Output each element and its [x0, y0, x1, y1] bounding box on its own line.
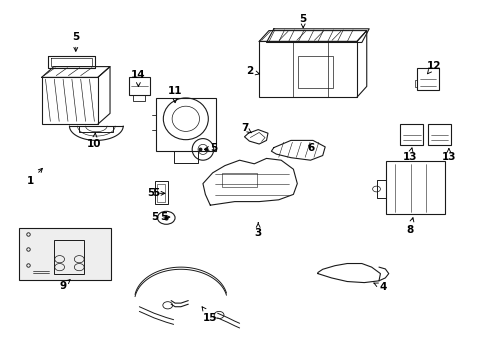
Bar — [427, 124, 450, 145]
Text: 11: 11 — [167, 86, 182, 103]
Text: 5: 5 — [160, 212, 167, 222]
Text: 13: 13 — [402, 148, 416, 162]
Text: 3: 3 — [254, 223, 261, 238]
Text: 10: 10 — [87, 133, 102, 149]
Bar — [416, 68, 438, 90]
Text: 6: 6 — [307, 143, 314, 153]
Bar — [399, 124, 423, 145]
Bar — [128, 77, 150, 95]
Bar — [41, 77, 98, 124]
Bar — [414, 80, 416, 87]
Bar — [173, 151, 198, 163]
Text: 2: 2 — [245, 66, 259, 76]
Bar — [259, 41, 356, 97]
Text: 9: 9 — [59, 280, 70, 291]
Text: 14: 14 — [131, 69, 145, 86]
Text: 12: 12 — [426, 60, 441, 74]
Bar — [157, 184, 165, 202]
Text: 7: 7 — [240, 123, 251, 133]
Bar — [222, 173, 256, 187]
Text: 13: 13 — [441, 148, 455, 162]
Bar — [79, 126, 113, 132]
Text: 5: 5 — [152, 188, 159, 198]
Text: 5: 5 — [299, 14, 306, 28]
Bar — [386, 161, 444, 214]
Bar — [19, 228, 110, 280]
Text: 8: 8 — [406, 218, 413, 235]
Bar — [154, 181, 168, 204]
Text: 5: 5 — [147, 188, 164, 198]
Text: 5: 5 — [204, 143, 217, 153]
Bar — [54, 240, 84, 274]
Text: 5: 5 — [72, 32, 79, 51]
Text: 5: 5 — [151, 212, 169, 222]
Bar — [298, 56, 332, 88]
Text: 15: 15 — [202, 307, 217, 323]
Bar — [155, 98, 216, 151]
Bar — [133, 95, 145, 101]
Text: 1: 1 — [27, 168, 42, 186]
Text: 4: 4 — [373, 282, 386, 292]
